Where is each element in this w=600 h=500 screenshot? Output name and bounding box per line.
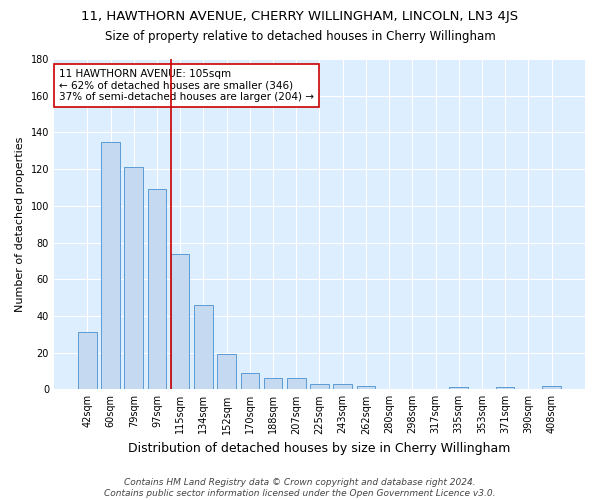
Bar — [194, 305, 212, 390]
Bar — [334, 384, 352, 390]
Bar — [171, 254, 190, 390]
Bar — [217, 354, 236, 390]
Bar — [124, 168, 143, 390]
Text: 11 HAWTHORN AVENUE: 105sqm
← 62% of detached houses are smaller (346)
37% of sem: 11 HAWTHORN AVENUE: 105sqm ← 62% of deta… — [59, 69, 314, 102]
X-axis label: Distribution of detached houses by size in Cherry Willingham: Distribution of detached houses by size … — [128, 442, 511, 455]
Bar — [310, 384, 329, 390]
Bar — [542, 386, 561, 390]
Text: 11, HAWTHORN AVENUE, CHERRY WILLINGHAM, LINCOLN, LN3 4JS: 11, HAWTHORN AVENUE, CHERRY WILLINGHAM, … — [82, 10, 518, 23]
Bar — [148, 190, 166, 390]
Bar — [78, 332, 97, 390]
Bar — [287, 378, 305, 390]
Bar — [356, 386, 375, 390]
Bar — [101, 142, 120, 390]
Y-axis label: Number of detached properties: Number of detached properties — [15, 136, 25, 312]
Bar — [496, 388, 514, 390]
Bar — [449, 388, 468, 390]
Bar — [241, 373, 259, 390]
Text: Contains HM Land Registry data © Crown copyright and database right 2024.
Contai: Contains HM Land Registry data © Crown c… — [104, 478, 496, 498]
Text: Size of property relative to detached houses in Cherry Willingham: Size of property relative to detached ho… — [104, 30, 496, 43]
Bar — [264, 378, 283, 390]
